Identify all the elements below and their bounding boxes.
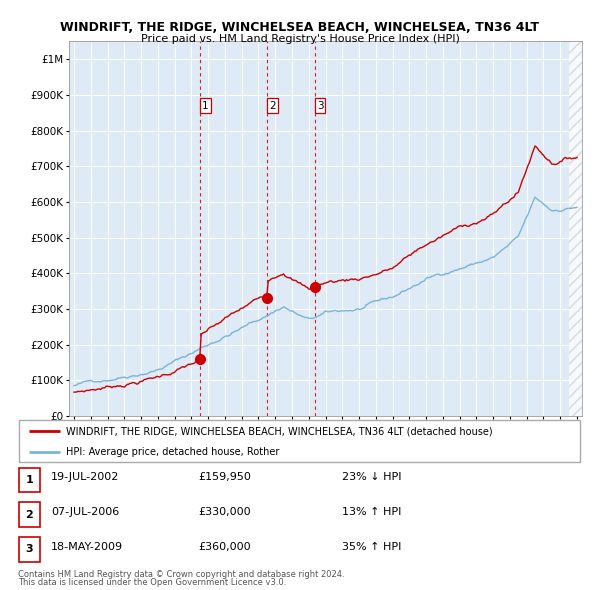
Text: 19-JUL-2002: 19-JUL-2002 <box>51 472 119 482</box>
Text: This data is licensed under the Open Government Licence v3.0.: This data is licensed under the Open Gov… <box>18 578 286 587</box>
Text: WINDRIFT, THE RIDGE, WINCHELSEA BEACH, WINCHELSEA, TN36 4LT (detached house): WINDRIFT, THE RIDGE, WINCHELSEA BEACH, W… <box>66 427 493 436</box>
Text: 23% ↓ HPI: 23% ↓ HPI <box>342 472 401 482</box>
FancyBboxPatch shape <box>19 503 40 527</box>
FancyBboxPatch shape <box>19 468 40 492</box>
Text: HPI: Average price, detached house, Rother: HPI: Average price, detached house, Roth… <box>66 447 280 457</box>
Text: £159,950: £159,950 <box>198 472 251 482</box>
Text: £330,000: £330,000 <box>198 507 251 517</box>
Text: 13% ↑ HPI: 13% ↑ HPI <box>342 507 401 517</box>
Text: 3: 3 <box>26 545 33 555</box>
Text: 1: 1 <box>26 475 33 485</box>
Text: 07-JUL-2006: 07-JUL-2006 <box>51 507 119 517</box>
FancyBboxPatch shape <box>19 537 40 562</box>
Text: 1: 1 <box>202 100 209 110</box>
Text: £360,000: £360,000 <box>198 542 251 552</box>
Text: 35% ↑ HPI: 35% ↑ HPI <box>342 542 401 552</box>
Text: WINDRIFT, THE RIDGE, WINCHELSEA BEACH, WINCHELSEA, TN36 4LT: WINDRIFT, THE RIDGE, WINCHELSEA BEACH, W… <box>61 21 539 34</box>
Text: Price paid vs. HM Land Registry's House Price Index (HPI): Price paid vs. HM Land Registry's House … <box>140 34 460 44</box>
Text: Contains HM Land Registry data © Crown copyright and database right 2024.: Contains HM Land Registry data © Crown c… <box>18 571 344 579</box>
Text: 2: 2 <box>269 100 275 110</box>
Text: 18-MAY-2009: 18-MAY-2009 <box>51 542 123 552</box>
FancyBboxPatch shape <box>19 420 580 463</box>
Text: 2: 2 <box>26 510 33 520</box>
Text: 3: 3 <box>317 100 323 110</box>
